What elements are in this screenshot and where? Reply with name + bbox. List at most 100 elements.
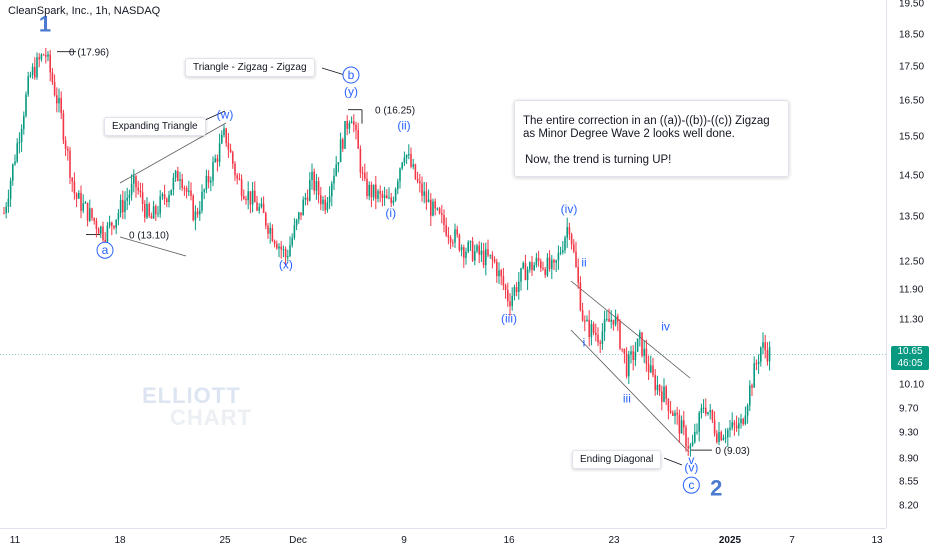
candle xyxy=(333,168,335,191)
candle xyxy=(551,254,553,280)
candle xyxy=(507,282,509,307)
candle xyxy=(348,120,351,134)
candle xyxy=(698,410,700,442)
candle xyxy=(474,244,476,266)
price-tick-label: 10.10 xyxy=(899,379,925,391)
candle xyxy=(568,222,571,240)
candle xyxy=(707,411,709,416)
candle xyxy=(744,406,747,426)
candle xyxy=(463,244,465,268)
candle xyxy=(504,283,507,299)
candle xyxy=(212,156,214,187)
candle xyxy=(566,217,568,248)
candle xyxy=(31,63,34,79)
price-axis[interactable]: 19.50 18.50 17.50 16.50 15.50 14.50 13.50 12.50… xyxy=(886,0,932,528)
price-tick-label: 17.50 xyxy=(899,61,925,73)
candle xyxy=(610,310,612,329)
candle xyxy=(14,154,16,166)
candle xyxy=(20,124,23,153)
candle xyxy=(636,338,639,353)
price-tick-label: 15.50 xyxy=(899,131,925,143)
candle xyxy=(137,180,139,195)
candle xyxy=(573,239,575,254)
candle xyxy=(221,130,223,145)
candle xyxy=(401,161,403,171)
time-axis[interactable]: 11 18 25 Dec 9 16 23 2025 7 13 xyxy=(0,528,886,551)
candle xyxy=(630,345,632,364)
price-tick-label: 13.50 xyxy=(899,211,925,223)
candle xyxy=(130,174,133,201)
candle xyxy=(115,219,117,235)
svg-text:0 (16.25): 0 (16.25) xyxy=(375,106,415,117)
candle xyxy=(370,181,373,208)
candle xyxy=(227,132,230,158)
wave-label-level: 0 (13.10) xyxy=(129,231,169,242)
candle xyxy=(449,235,452,249)
candle xyxy=(456,225,458,238)
candle xyxy=(667,398,670,420)
wave-label-wave: v xyxy=(688,453,694,467)
candle xyxy=(720,430,722,442)
candle xyxy=(364,163,366,182)
candle xyxy=(702,399,705,414)
last-price-value: 10.65 xyxy=(897,346,923,357)
wave-label-wave: (x) xyxy=(279,258,293,272)
candle xyxy=(608,308,610,322)
candle xyxy=(23,111,25,135)
candle xyxy=(71,176,73,192)
candle xyxy=(203,188,205,200)
price-chart-plot[interactable]: 1 0 (17.96) a 0 (13.10) (w) (x) b (y) 0 (16.25) (… xyxy=(0,0,886,528)
candle xyxy=(511,287,513,311)
candle xyxy=(621,348,623,353)
candle xyxy=(161,192,164,200)
svg-text:v: v xyxy=(688,453,694,467)
candle xyxy=(658,384,661,396)
candle xyxy=(665,384,667,406)
candle xyxy=(375,176,377,210)
candle xyxy=(438,206,441,215)
candle xyxy=(82,194,84,214)
candle xyxy=(614,309,617,327)
candle xyxy=(489,254,491,259)
candle xyxy=(309,172,311,202)
bar-countdown: 46:05 xyxy=(897,358,923,369)
candle xyxy=(491,251,494,269)
candle xyxy=(515,282,518,297)
candle xyxy=(113,225,115,230)
svg-text:(w): (w) xyxy=(217,108,234,122)
watermark: ELLIOTT CHART xyxy=(142,385,252,429)
candle xyxy=(278,243,280,258)
note-line3: Now, the trend is turning UP! xyxy=(525,154,672,166)
wave-label-level: 0 (17.96) xyxy=(69,48,109,59)
note-line2: as Minor Degree Wave 2 looks well done. xyxy=(523,128,735,140)
candle xyxy=(592,321,595,336)
candle xyxy=(282,245,285,258)
candle xyxy=(764,334,766,359)
candle xyxy=(317,177,320,204)
candle xyxy=(93,217,95,225)
time-tick-label: 13 xyxy=(871,535,883,546)
candle xyxy=(386,189,388,199)
wave-label-wave: (ii) xyxy=(397,119,410,133)
candle xyxy=(647,355,650,381)
candle xyxy=(240,174,243,201)
candle xyxy=(53,74,56,97)
candle xyxy=(315,173,318,200)
candle xyxy=(518,271,520,300)
svg-text:b: b xyxy=(348,68,355,82)
candle xyxy=(672,410,674,417)
candle xyxy=(460,244,463,257)
wave-label-wave: (iv) xyxy=(561,202,578,216)
svg-text:ii: ii xyxy=(581,255,586,269)
candle xyxy=(302,196,304,216)
candle xyxy=(753,356,755,388)
price-tick-label: 8.90 xyxy=(899,453,919,465)
candle xyxy=(762,332,764,354)
candle xyxy=(643,340,645,364)
candle xyxy=(522,261,524,270)
candle xyxy=(661,385,663,411)
candle xyxy=(91,207,93,221)
candle xyxy=(509,293,511,317)
svg-text:(y): (y) xyxy=(344,85,358,99)
candle xyxy=(337,162,340,173)
